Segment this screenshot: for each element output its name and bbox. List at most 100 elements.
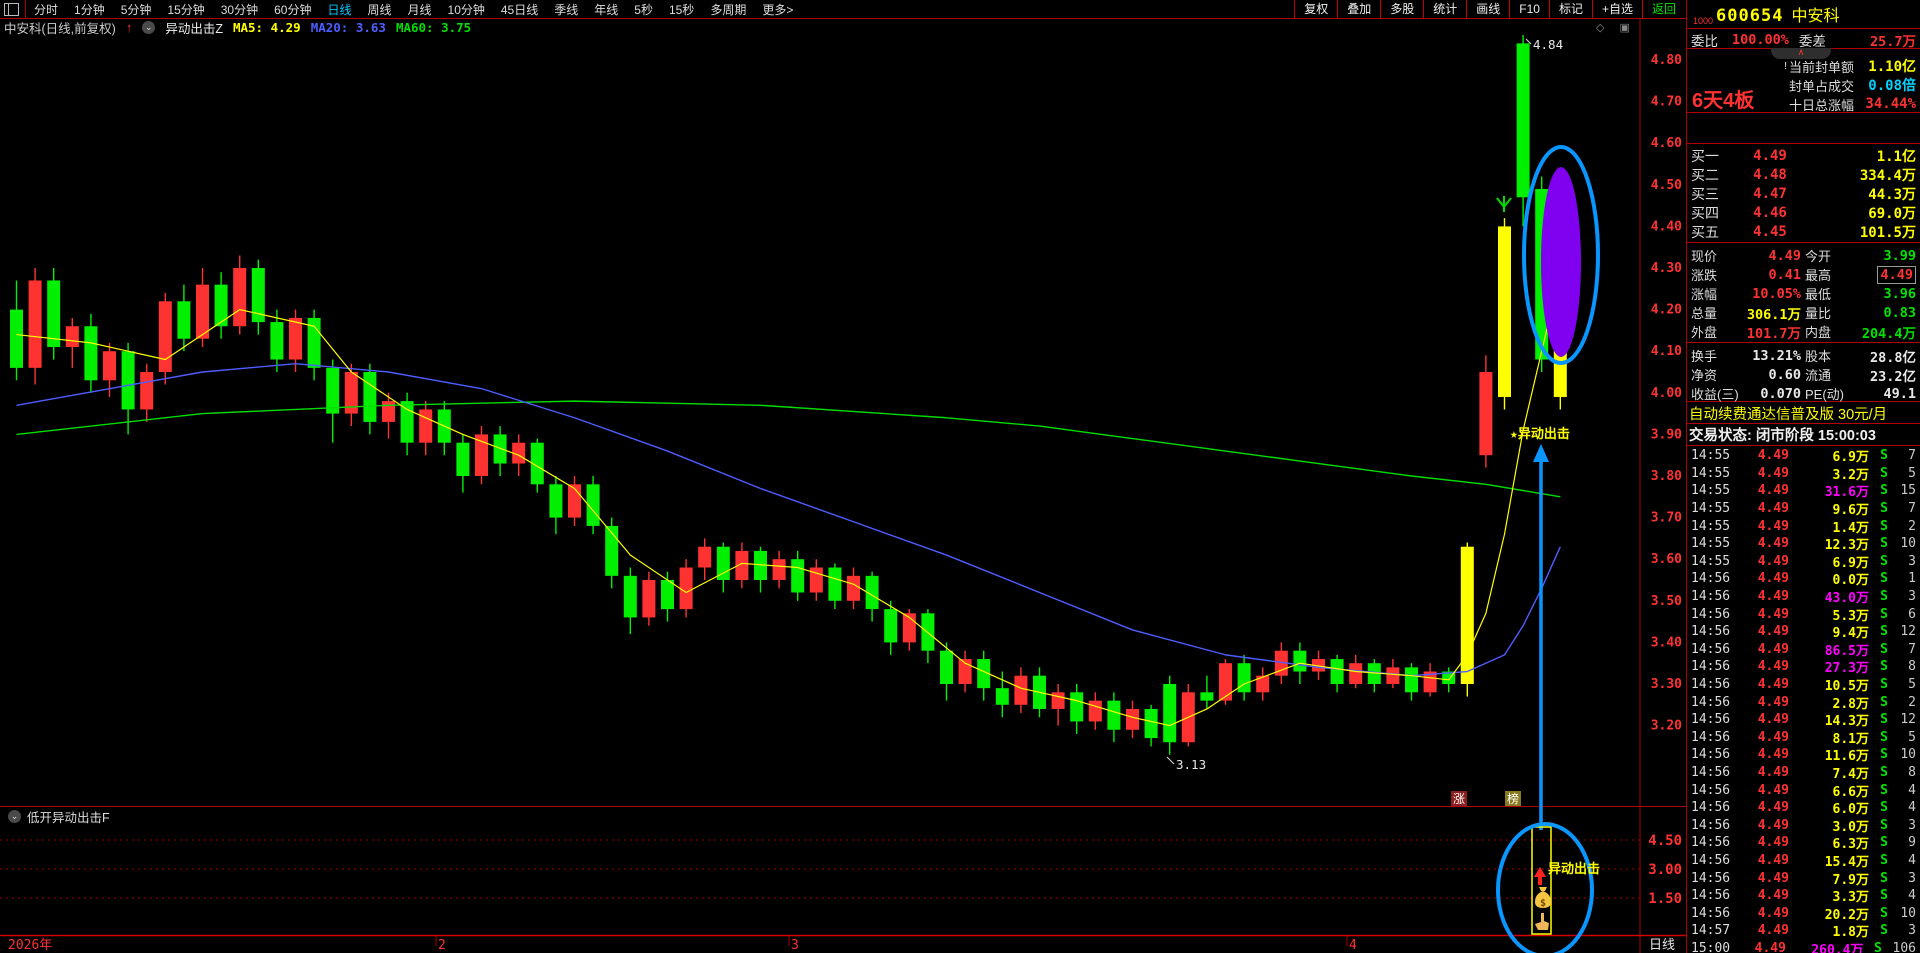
detail-value: 4.49: [1877, 265, 1916, 284]
tick-row: 14:56 4.49 6.6万 S 4: [1691, 782, 1916, 800]
x-axis-label: 4: [1349, 938, 1357, 953]
period-15分钟[interactable]: 15分钟: [167, 2, 205, 17]
sub-signal-box: [1531, 826, 1552, 935]
tick-row: 14:56 4.49 14.3万 S 12: [1691, 712, 1916, 730]
divider: [1687, 423, 1920, 424]
sub-indicator-dropdown-icon[interactable]: ⌄: [8, 809, 21, 823]
candle-body: [754, 550, 767, 580]
detail-label: 今开: [1805, 249, 1832, 264]
detail-row-6: 净资 0.60 流通 23.2亿: [1687, 365, 1920, 385]
bid-row-4[interactable]: 买四 4.46 69.0万: [1691, 205, 1916, 223]
tick-row: 14:55 4.49 6.9万 S 3: [1691, 553, 1916, 571]
toolbar-right-buttons: 复权 叠加 多股 统计 画线 F10 标记 +自选 返回: [1294, 0, 1685, 18]
candle-body: [1386, 667, 1400, 684]
candle-body: [28, 280, 42, 368]
candle-body: [1516, 43, 1530, 198]
tick-row: 14:56 4.49 9.4万 S 12: [1691, 624, 1916, 642]
tick-row: 14:56 4.49 27.3万 S 8: [1691, 659, 1916, 677]
period-季线[interactable]: 季线: [554, 2, 579, 17]
sub-indicator-name[interactable]: 低开异动出击F: [27, 810, 110, 825]
main-chart-canvas[interactable]: 4.80 4.70 4.60 4.50 4.40 4.30 4.20 4.10 4.00 3.90…: [0, 0, 1686, 953]
indicator-name[interactable]: 异动出击Z: [165, 22, 223, 36]
candle-body: [735, 550, 749, 580]
toolbar-button-多股[interactable]: 多股: [1380, 0, 1423, 18]
toolbar-button-叠加[interactable]: 叠加: [1337, 0, 1380, 18]
y-axis-label: 3.40: [1651, 635, 1682, 650]
period-月线[interactable]: 月线: [407, 2, 432, 17]
period-1分钟[interactable]: 1分钟: [74, 2, 105, 17]
candle-body: [363, 372, 377, 422]
tick-row: 14:56 4.49 6.3万 S 9: [1691, 835, 1916, 853]
renewal-notice[interactable]: 自动续费通达信普及版 30元/月: [1689, 406, 1888, 423]
y-axis-label: 3.30: [1651, 677, 1682, 692]
tick-row: 14:56 4.49 10.5万 S 5: [1691, 677, 1916, 695]
candle-body: [177, 301, 191, 339]
detail-label: 最低: [1805, 287, 1832, 302]
tick-row: 14:56 4.49 20.2万 S 10: [1691, 905, 1916, 923]
period-30分钟[interactable]: 30分钟: [220, 2, 259, 17]
toolbar-button-统计[interactable]: 统计: [1423, 0, 1466, 18]
detail-label: 总量: [1691, 306, 1718, 321]
candle-body: [65, 326, 79, 348]
bid-row-1[interactable]: 买一 4.49 1.1亿: [1691, 147, 1916, 165]
high-label: 4.84: [1533, 37, 1563, 52]
period-45日线[interactable]: 45日线: [500, 2, 539, 17]
toolbar-button-+自选[interactable]: +自选: [1591, 0, 1642, 18]
tick-row: 14:57 4.49 1.8万 S 3: [1691, 923, 1916, 941]
bid-row-5[interactable]: 买五 4.45 101.5万: [1691, 224, 1916, 242]
detail-value: 0.60: [1768, 366, 1801, 383]
candle-body: [1051, 692, 1065, 709]
period-年线[interactable]: 年线: [594, 2, 619, 17]
y-axis-label: 4.60: [1651, 136, 1682, 151]
tick-row: 14:56 4.49 43.0万 S 3: [1691, 589, 1916, 607]
collapse-sell-queue-button[interactable]: ∧: [1771, 48, 1831, 59]
tick-row: 14:55 4.49 31.6万 S 15: [1691, 483, 1916, 501]
candle-body: [344, 372, 358, 414]
period-10分钟[interactable]: 10分钟: [447, 2, 485, 17]
period-5秒[interactable]: 5秒: [634, 2, 653, 17]
purple-ellipse-annotation: [1541, 167, 1581, 357]
candle-body: [1014, 675, 1028, 705]
candle-body: [475, 434, 488, 476]
y-axis-label: 3.90: [1651, 427, 1682, 442]
detail-value: 13.21%: [1752, 347, 1801, 364]
detail-value: 28.8亿: [1869, 349, 1916, 366]
tick-row: 14:55 4.49 9.6万 S 7: [1691, 501, 1916, 519]
chart-corner-icons[interactable]: ◇ ▣: [1596, 22, 1636, 34]
indicator-dropdown-icon[interactable]: ⌄: [142, 21, 156, 34]
back-button[interactable]: 返回: [1641, 0, 1685, 18]
toolbar-button-复权[interactable]: 复权: [1294, 0, 1337, 18]
toolbar-button-F10[interactable]: F10: [1509, 0, 1549, 18]
candle-body: [289, 317, 302, 360]
toolbar-button-标记[interactable]: 标记: [1548, 0, 1592, 18]
detail-label: 内盘: [1805, 325, 1832, 340]
tick-row: 14:55 4.49 12.3万 S 10: [1691, 536, 1916, 554]
period-更多>[interactable]: 更多>: [762, 2, 794, 17]
detail-row-5: 换手 13.21% 股本 28.8亿: [1687, 346, 1920, 366]
period-5分钟[interactable]: 5分钟: [120, 2, 152, 17]
period-60分钟[interactable]: 60分钟: [274, 2, 312, 17]
candle-body: [84, 326, 98, 381]
candle-body: [642, 580, 656, 618]
candle-body: [977, 659, 991, 689]
detail-label: 股本: [1805, 349, 1832, 364]
bid-row-2[interactable]: 买二 4.48 334.4万: [1691, 166, 1916, 184]
period-周线[interactable]: 周线: [367, 2, 392, 17]
candle-body: [1237, 663, 1251, 693]
period-15秒[interactable]: 15秒: [668, 2, 695, 17]
window-layout-icon[interactable]: [4, 2, 19, 16]
detail-label: 流通: [1805, 368, 1832, 383]
svg-text:$: $: [1540, 898, 1546, 909]
toolbar-button-画线[interactable]: 画线: [1466, 0, 1509, 18]
candle-body: [698, 546, 712, 568]
candle-body: [1405, 667, 1418, 693]
candle-body: [400, 401, 414, 443]
bid-row-3[interactable]: 买三 4.47 44.3万: [1691, 185, 1916, 203]
candle-body: [1367, 663, 1381, 684]
period-分时[interactable]: 分时: [34, 2, 59, 17]
period-日线[interactable]: 日线: [327, 2, 352, 17]
period-多周期[interactable]: 多周期: [710, 2, 747, 17]
period-axis-label: 日线: [1649, 938, 1675, 953]
quote-panel: 委比 100.00% 委差 25.7万 ∧ 6天4板 自动续费通达信普及版 30…: [1687, 30, 1920, 953]
detail-value: 3.99: [1883, 247, 1916, 264]
